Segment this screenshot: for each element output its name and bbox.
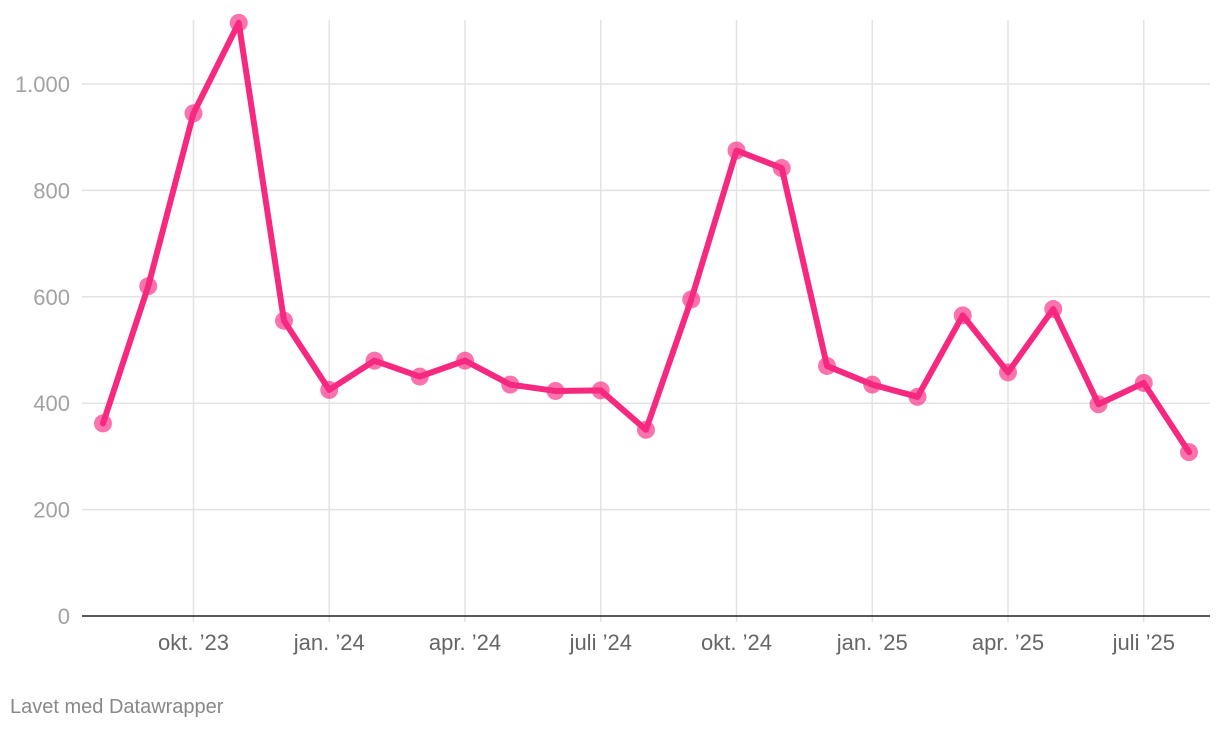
datawrapper-credit[interactable]: Lavet med Datawrapper [10, 696, 224, 718]
y-tick-label: 600 [33, 285, 70, 310]
x-tick-label: juli ’24 [569, 630, 632, 655]
data-point[interactable] [1180, 443, 1198, 462]
data-point[interactable] [591, 381, 610, 400]
data-point[interactable] [275, 311, 293, 330]
data-point[interactable] [546, 381, 565, 400]
data-point[interactable] [184, 104, 203, 123]
y-tick-label: 0 [58, 604, 70, 629]
data-point[interactable] [818, 356, 836, 375]
data-point[interactable] [682, 290, 701, 309]
data-point[interactable] [456, 351, 474, 370]
data-point[interactable] [772, 159, 791, 178]
y-tick-label: 200 [33, 498, 70, 523]
data-point[interactable] [727, 141, 746, 160]
series-line [100, 19, 1192, 456]
data-point[interactable] [637, 420, 655, 439]
data-point[interactable] [1044, 300, 1063, 319]
data-point[interactable] [908, 387, 927, 406]
series-layer [94, 13, 1198, 462]
y-tick-label: 1.000 [15, 72, 70, 97]
data-point[interactable] [320, 380, 339, 399]
data-point[interactable] [229, 13, 248, 32]
x-tick-label: apr. ’25 [972, 630, 1044, 655]
x-tick-label: okt. ’23 [158, 630, 229, 655]
data-point[interactable] [999, 363, 1017, 382]
data-point[interactable] [1089, 395, 1108, 414]
data-point[interactable] [1134, 373, 1153, 392]
axis-layer: 0 200 400 600 800 1.000 okt. ’23 jan. ’24 apr. ’… [15, 72, 1210, 655]
data-point[interactable] [365, 351, 384, 370]
line-chart: 0 200 400 600 800 1.000 okt. ’23 jan. ’24 apr. ’… [15, 13, 1210, 655]
x-tick-label: jan. ’24 [293, 630, 365, 655]
x-tick-label: juli ’25 [1112, 630, 1175, 655]
x-tick-label: apr. ’24 [429, 630, 501, 655]
data-point[interactable] [863, 375, 882, 394]
data-point[interactable] [94, 414, 112, 433]
x-tick-label: jan. ’25 [836, 630, 908, 655]
data-point[interactable] [501, 375, 520, 394]
data-point[interactable] [410, 367, 429, 386]
y-tick-label: 800 [33, 178, 70, 203]
x-tick-label: okt. ’24 [701, 630, 772, 655]
data-point[interactable] [953, 306, 972, 325]
y-tick-label: 400 [33, 391, 70, 416]
data-point[interactable] [139, 277, 158, 296]
